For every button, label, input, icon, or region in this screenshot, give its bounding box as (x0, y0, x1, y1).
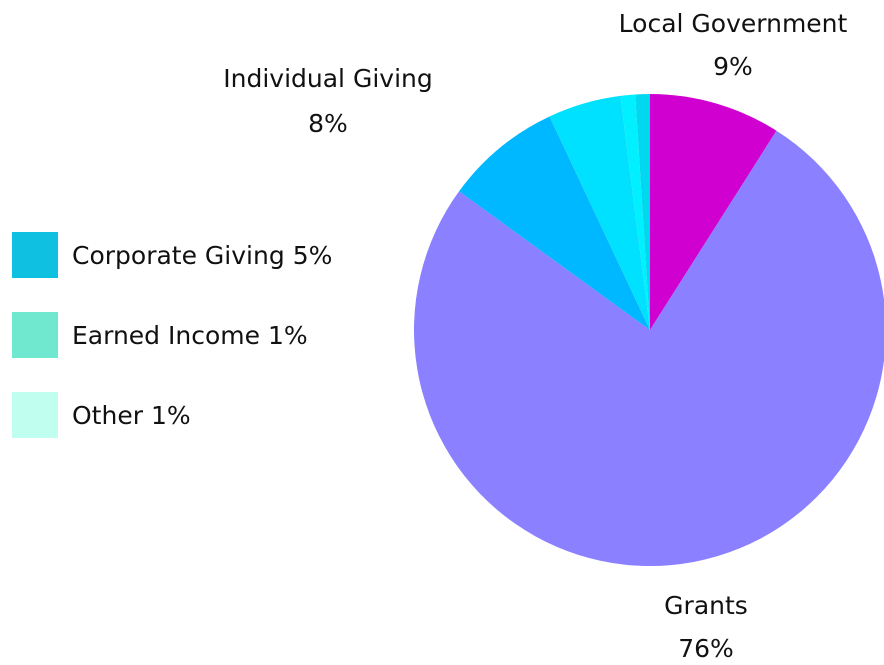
slice-label: Individual Giving (223, 64, 432, 93)
legend-label: Earned Income 1% (72, 321, 308, 350)
slice-value-label: 8% (308, 109, 348, 138)
legend-value: 5% (293, 241, 333, 270)
legend-name: Other (72, 401, 144, 430)
legend-name: Corporate Giving (72, 241, 285, 270)
legend-label: Other 1% (72, 401, 191, 430)
legend-swatch (12, 312, 58, 358)
legend-name: Earned Income (72, 321, 260, 350)
legend-swatch (12, 232, 58, 278)
pie-slice (635, 94, 650, 330)
pie-slice (620, 94, 650, 330)
legend-swatch (12, 392, 58, 438)
pie-slice (414, 130, 884, 567)
slice-value-label: 9% (713, 52, 753, 81)
legend-label: Corporate Giving 5% (72, 241, 332, 270)
slice-label: Grants (664, 591, 748, 620)
slice-label: Local Government (619, 9, 848, 38)
pie-slice (549, 95, 650, 330)
slice-value-label: 76% (678, 634, 734, 663)
legend-value: 1% (268, 321, 308, 350)
pie-slice (650, 94, 777, 330)
legend-value: 1% (151, 401, 191, 430)
pie-slice (459, 116, 650, 330)
